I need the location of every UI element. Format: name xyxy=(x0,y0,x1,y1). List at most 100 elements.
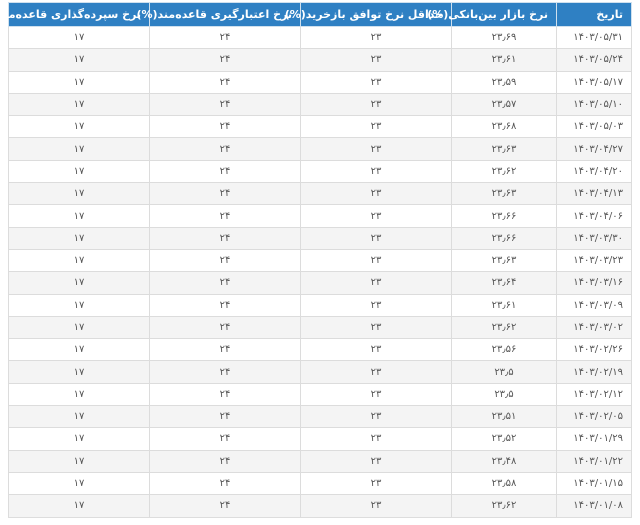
cell-min-repo-rate: ۲۳ xyxy=(300,204,452,228)
cell-date: ۱۴۰۳/۰۴/۱۳ xyxy=(556,182,632,206)
table-row: ۱۴۰۳/۰۴/۲۷ ۲۳٫۶۳ ۲۳ ۲۴ ۱۷ xyxy=(8,137,632,161)
table-row: ۱۴۰۳/۰۵/۱۰ ۲۳٫۵۷ ۲۳ ۲۴ ۱۷ xyxy=(8,92,632,117)
cell-lending-facility-rate: ۲۴ xyxy=(149,293,301,317)
cell-interbank-rate: ۲۳٫۶۳ xyxy=(451,248,557,273)
cell-deposit-facility-rate: ۱۷ xyxy=(8,471,150,496)
cell-interbank-rate: ۲۳٫۵۱ xyxy=(451,405,557,429)
table-row: ۱۴۰۳/۰۱/۲۲ ۲۳٫۴۸ ۲۳ ۲۴ ۱۷ xyxy=(8,449,632,473)
cell-deposit-facility-rate: ۱۷ xyxy=(8,449,150,473)
cell-deposit-facility-rate: ۱۷ xyxy=(8,182,150,206)
table-row: ۱۴۰۳/۰۵/۱۷ ۲۳٫۵۹ ۲۳ ۲۴ ۱۷ xyxy=(8,70,632,94)
cell-min-repo-rate: ۲۳ xyxy=(300,360,452,384)
cell-min-repo-rate: ۲۳ xyxy=(300,471,452,496)
cell-date: ۱۴۰۳/۰۳/۳۰ xyxy=(556,226,632,250)
cell-deposit-facility-rate: ۱۷ xyxy=(8,382,150,407)
cell-lending-facility-rate: ۲۴ xyxy=(149,471,301,496)
table-row: ۱۴۰۳/۰۲/۰۵ ۲۳٫۵۱ ۲۳ ۲۴ ۱۷ xyxy=(8,405,632,429)
cell-date: ۱۴۰۳/۰۴/۰۶ xyxy=(556,204,632,228)
cell-interbank-rate: ۲۳٫۶۳ xyxy=(451,182,557,206)
cell-date: ۱۴۰۳/۰۱/۲۹ xyxy=(556,427,632,451)
cell-interbank-rate: ۲۳٫۵۷ xyxy=(451,92,557,117)
cell-interbank-rate: ۲۳٫۶۹ xyxy=(451,25,557,50)
cell-lending-facility-rate: ۲۴ xyxy=(149,70,301,94)
cell-lending-facility-rate: ۲۴ xyxy=(149,449,301,473)
cell-min-repo-rate: ۲۳ xyxy=(300,248,452,273)
table-row: ۱۴۰۳/۰۳/۰۲ ۲۳٫۶۲ ۲۳ ۲۴ ۱۷ xyxy=(8,315,632,340)
cell-deposit-facility-rate: ۱۷ xyxy=(8,360,150,384)
table-header-row: تاریخ نرخ بازار بین‌بانکی(%) حداقل نرخ ت… xyxy=(0,2,632,27)
table-row: ۱۴۰۳/۰۲/۱۲ ۲۳٫۵ ۲۳ ۲۴ ۱۷ xyxy=(8,382,632,407)
cell-date: ۱۴۰۳/۰۱/۰۸ xyxy=(556,494,632,518)
cell-interbank-rate: ۲۳٫۶۴ xyxy=(451,271,557,295)
cell-deposit-facility-rate: ۱۷ xyxy=(8,48,150,72)
cell-min-repo-rate: ۲۳ xyxy=(300,427,452,451)
table-row: ۱۴۰۳/۰۳/۰۹ ۲۳٫۶۱ ۲۳ ۲۴ ۱۷ xyxy=(8,293,632,317)
cell-deposit-facility-rate: ۱۷ xyxy=(8,115,150,139)
cell-interbank-rate: ۲۳٫۵ xyxy=(451,360,557,384)
cell-lending-facility-rate: ۲۴ xyxy=(149,204,301,228)
cell-lending-facility-rate: ۲۴ xyxy=(149,159,301,184)
cell-lending-facility-rate: ۲۴ xyxy=(149,248,301,273)
cell-deposit-facility-rate: ۱۷ xyxy=(8,248,150,273)
cell-interbank-rate: ۲۳٫۶۲ xyxy=(451,315,557,340)
cell-min-repo-rate: ۲۳ xyxy=(300,182,452,206)
cell-date: ۱۴۰۳/۰۵/۲۴ xyxy=(556,48,632,72)
cell-interbank-rate: ۲۳٫۶۱ xyxy=(451,48,557,72)
cell-interbank-rate: ۲۳٫۶۶ xyxy=(451,226,557,250)
cell-lending-facility-rate: ۲۴ xyxy=(149,427,301,451)
header-lending-facility-rate: نرخ اعتبارگیری قاعده‌مند(%) xyxy=(136,2,301,27)
cell-deposit-facility-rate: ۱۷ xyxy=(8,315,150,340)
cell-min-repo-rate: ۲۳ xyxy=(300,92,452,117)
table-bottom-divider xyxy=(8,517,632,518)
cell-deposit-facility-rate: ۱۷ xyxy=(8,271,150,295)
cell-min-repo-rate: ۲۳ xyxy=(300,48,452,72)
cell-lending-facility-rate: ۲۴ xyxy=(149,137,301,161)
cell-min-repo-rate: ۲۳ xyxy=(300,293,452,317)
cell-lending-facility-rate: ۲۴ xyxy=(149,315,301,340)
cell-min-repo-rate: ۲۳ xyxy=(300,382,452,407)
cell-interbank-rate: ۲۳٫۶۸ xyxy=(451,115,557,139)
cell-date: ۱۴۰۳/۰۵/۱۰ xyxy=(556,92,632,117)
cell-deposit-facility-rate: ۱۷ xyxy=(8,204,150,228)
cell-lending-facility-rate: ۲۴ xyxy=(149,226,301,250)
cell-lending-facility-rate: ۲۴ xyxy=(149,48,301,72)
cell-interbank-rate: ۲۳٫۶۳ xyxy=(451,137,557,161)
cell-deposit-facility-rate: ۱۷ xyxy=(8,338,150,362)
cell-lending-facility-rate: ۲۴ xyxy=(149,405,301,429)
cell-interbank-rate: ۲۳٫۶۱ xyxy=(451,293,557,317)
cell-lending-facility-rate: ۲۴ xyxy=(149,338,301,362)
table-row: ۱۴۰۳/۰۱/۱۵ ۲۳٫۵۸ ۲۳ ۲۴ ۱۷ xyxy=(8,471,632,496)
cell-interbank-rate: ۲۳٫۶۲ xyxy=(451,159,557,184)
cell-date: ۱۴۰۳/۰۳/۰۲ xyxy=(556,315,632,340)
cell-date: ۱۴۰۳/۰۴/۲۷ xyxy=(556,137,632,161)
cell-deposit-facility-rate: ۱۷ xyxy=(8,427,150,451)
header-interbank-rate: نرخ بازار بین‌بانکی(%) xyxy=(427,2,557,27)
cell-min-repo-rate: ۲۳ xyxy=(300,449,452,473)
cell-date: ۱۴۰۳/۰۳/۱۶ xyxy=(556,271,632,295)
table-row: ۱۴۰۳/۰۲/۱۹ ۲۳٫۵ ۲۳ ۲۴ ۱۷ xyxy=(8,360,632,384)
cell-date: ۱۴۰۳/۰۵/۱۷ xyxy=(556,70,632,94)
cell-date: ۱۴۰۳/۰۲/۱۲ xyxy=(556,382,632,407)
cell-deposit-facility-rate: ۱۷ xyxy=(8,405,150,429)
cell-interbank-rate: ۲۳٫۵۸ xyxy=(451,471,557,496)
cell-deposit-facility-rate: ۱۷ xyxy=(8,226,150,250)
table-row: ۱۴۰۳/۰۲/۲۶ ۲۳٫۵۶ ۲۳ ۲۴ ۱۷ xyxy=(8,338,632,362)
cell-min-repo-rate: ۲۳ xyxy=(300,405,452,429)
table-row: ۱۴۰۳/۰۱/۲۹ ۲۳٫۵۲ ۲۳ ۲۴ ۱۷ xyxy=(8,427,632,451)
cell-date: ۱۴۰۳/۰۴/۲۰ xyxy=(556,159,632,184)
header-deposit-facility-rate: نرخ سپرده‌گذاری قاعده‌مند(%) xyxy=(0,2,150,27)
cell-deposit-facility-rate: ۱۷ xyxy=(8,137,150,161)
cell-min-repo-rate: ۲۳ xyxy=(300,271,452,295)
cell-lending-facility-rate: ۲۴ xyxy=(149,182,301,206)
cell-deposit-facility-rate: ۱۷ xyxy=(8,92,150,117)
cell-lending-facility-rate: ۲۴ xyxy=(149,92,301,117)
cell-min-repo-rate: ۲۳ xyxy=(300,159,452,184)
cell-interbank-rate: ۲۳٫۴۸ xyxy=(451,449,557,473)
cell-interbank-rate: ۲۳٫۶۶ xyxy=(451,204,557,228)
cell-interbank-rate: ۲۳٫۵ xyxy=(451,382,557,407)
cell-deposit-facility-rate: ۱۷ xyxy=(8,494,150,518)
table-row: ۱۴۰۳/۰۳/۱۶ ۲۳٫۶۴ ۲۳ ۲۴ ۱۷ xyxy=(8,271,632,295)
table-row: ۱۴۰۳/۰۱/۰۸ ۲۳٫۶۲ ۲۳ ۲۴ ۱۷ xyxy=(8,494,632,518)
cell-date: ۱۴۰۳/۰۲/۱۹ xyxy=(556,360,632,384)
table-row: ۱۴۰۳/۰۳/۲۳ ۲۳٫۶۳ ۲۳ ۲۴ ۱۷ xyxy=(8,248,632,273)
